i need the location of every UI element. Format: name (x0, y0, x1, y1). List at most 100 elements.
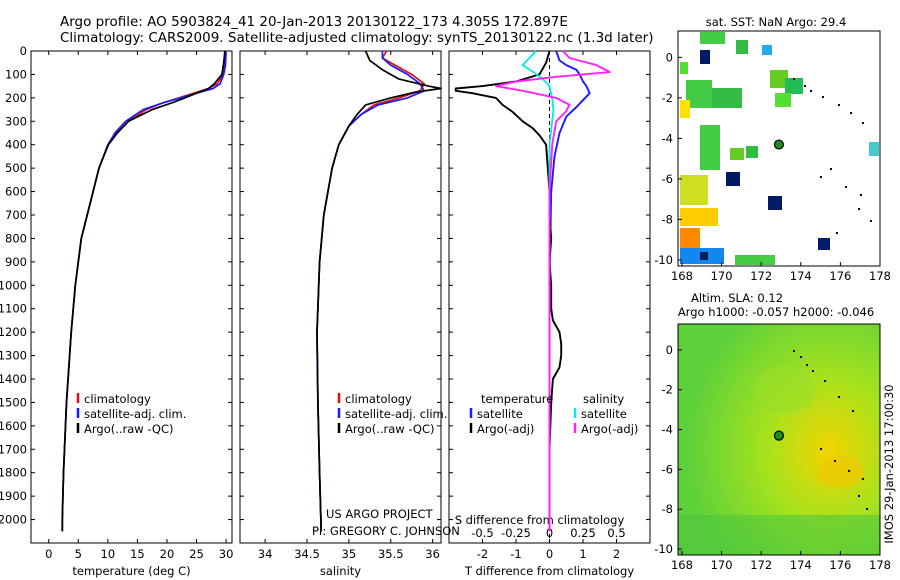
sla-map-y-tick-label: -10 (654, 542, 673, 556)
sst-patch (736, 40, 748, 54)
difference-T-tick-label: 2 (613, 547, 620, 561)
sst-map-y-tick-label: -2 (662, 91, 673, 105)
sla-map-panel: 168 170 172 174 176 178 0 -2 -4 -6 -8 -10 (654, 323, 891, 572)
map2-title-1: Altim. SLA: 0.12 (691, 291, 783, 305)
sst-map-x-tick-label: 176 (829, 269, 851, 283)
difference-legend-S-label: Argo(-adj) (581, 422, 638, 436)
sst-map-x-tick-label: 172 (750, 269, 772, 283)
island-dot (850, 112, 852, 114)
sst-patch (680, 228, 700, 248)
difference-T-tick-label: 1 (579, 547, 586, 561)
sla-map-x-tick-label: 170 (711, 558, 733, 572)
salinity-series-1 (316, 51, 426, 532)
y-tick-label: 1100 (0, 302, 27, 316)
credit-project: US ARGO PROJECT (326, 507, 434, 521)
sst-patch (686, 80, 712, 108)
sla-mid-spot (755, 366, 815, 414)
temperature-profile-panel: 0100200300400500600700800900100011001200… (0, 44, 233, 578)
island-dot (866, 508, 868, 510)
temperature-legend-label: climatology (84, 392, 151, 406)
difference-legend-header-S: salinity (583, 392, 624, 406)
temperature-tick-label: 25 (189, 547, 204, 561)
difference-legend-S-label: satellite (581, 407, 627, 421)
island-dot (830, 168, 832, 170)
sst-patch (680, 208, 718, 226)
y-tick-label: 200 (5, 91, 27, 105)
sla-map-x-tick-label: 168 (671, 558, 693, 572)
y-tick-label: 0 (20, 44, 27, 58)
sst-map-x-tick-label: 170 (711, 269, 733, 283)
difference-series-1 (454, 50, 563, 532)
sst-patch (680, 175, 708, 205)
island-dot (845, 186, 847, 188)
sla-map-x-tick-label: 176 (829, 558, 851, 572)
island-dot (810, 90, 812, 92)
sst-patch (680, 100, 690, 118)
island-dot (804, 85, 806, 87)
island-dot (858, 495, 860, 497)
island-dot (852, 410, 854, 412)
island-dot (793, 78, 795, 80)
island-dot (806, 364, 808, 366)
sst-patch (718, 98, 740, 108)
sst-patch (735, 255, 775, 265)
imos-stamp: IMOS 29-Jan-2013 17:00:30 (882, 384, 896, 543)
island-dot (820, 448, 822, 450)
sst-patch (818, 238, 830, 250)
sst-map-y-tick-label: -6 (662, 172, 673, 186)
salinity-legend-label: Argo(..raw -QC) (345, 422, 435, 436)
sst-map-x-tick-label: 174 (790, 269, 812, 283)
salinity-tick-label: 34.5 (294, 547, 320, 561)
y-tick-label: 900 (5, 255, 27, 269)
salinity-legend-label: climatology (345, 392, 412, 406)
sst-patch (770, 70, 788, 88)
sst-patch (700, 252, 708, 260)
map2-title-2: Argo h1000: -0.057 h2000: -0.046 (678, 305, 874, 319)
y-tick-label: 500 (5, 161, 27, 175)
salinity-tick-label: 35 (342, 547, 357, 561)
y-tick-label: 400 (5, 138, 27, 152)
island-dot (838, 104, 840, 106)
temperature-tick-label: 0 (45, 547, 52, 561)
temperature-tick-label: 15 (130, 547, 145, 561)
sst-patch (785, 78, 803, 94)
sst-map-y-tick-label: 0 (666, 50, 673, 64)
header-line-1: Argo profile: AO 5903824_41 20-Jan-2013 … (60, 14, 568, 30)
difference-T-tick-label: 0 (546, 547, 553, 561)
y-tick-label: 2000 (0, 513, 27, 527)
salinity-profile-panel: 34 34.5 35 35.5 36 salinity climatologysatelli… (239, 50, 447, 578)
sla-map-y-tick-label: 0 (666, 343, 673, 357)
difference-S-tick-label: 0 (546, 526, 553, 540)
sst-patch (700, 50, 710, 64)
temperature-legend-label: satellite-adj. clim. (84, 407, 186, 421)
y-tick-label: 1600 (0, 419, 27, 433)
temperature-tick-label: 30 (219, 547, 234, 561)
temperature-tick-label: 10 (101, 547, 116, 561)
difference-T-axis-label: T difference from climatology (464, 564, 635, 578)
sla-high-spot (816, 456, 864, 488)
sst-patch (700, 32, 725, 44)
sst-map-panel: 168 170 172 174 176 178 0 -2 -4 -6 -8 -10 (654, 30, 891, 283)
temperature-panel-frame (30, 50, 233, 544)
difference-S-tick-label: 0.5 (607, 526, 625, 540)
sst-map-argo-marker (773, 139, 785, 150)
sst-map-frame (677, 30, 881, 267)
temperature-series-2 (61, 50, 226, 532)
island-dot (836, 232, 838, 234)
sla-map-y-tick-label: -6 (662, 462, 673, 476)
salinity-series-0 (316, 50, 426, 532)
difference-T-tick-label: -1 (510, 547, 521, 561)
sla-map-argo-marker (773, 430, 785, 441)
salinity-tick-label: 35.5 (378, 547, 404, 561)
island-dot (793, 350, 795, 352)
y-tick-label: 1400 (0, 372, 27, 386)
difference-profile-panel: -2 -1 0 1 2 -0.5 -0.25 0 0.25 0.5S difference fro… (448, 50, 651, 578)
island-dot (870, 220, 872, 222)
map1-title: sat. SST: NaN Argo: 29.4 (706, 15, 847, 29)
island-dot (848, 470, 850, 472)
difference-legend-T-label: Argo(-adj) (477, 422, 534, 436)
sla-map-y-tick-label: -2 (662, 383, 673, 397)
y-tick-label: 800 (5, 231, 27, 245)
sst-patch (746, 146, 758, 158)
